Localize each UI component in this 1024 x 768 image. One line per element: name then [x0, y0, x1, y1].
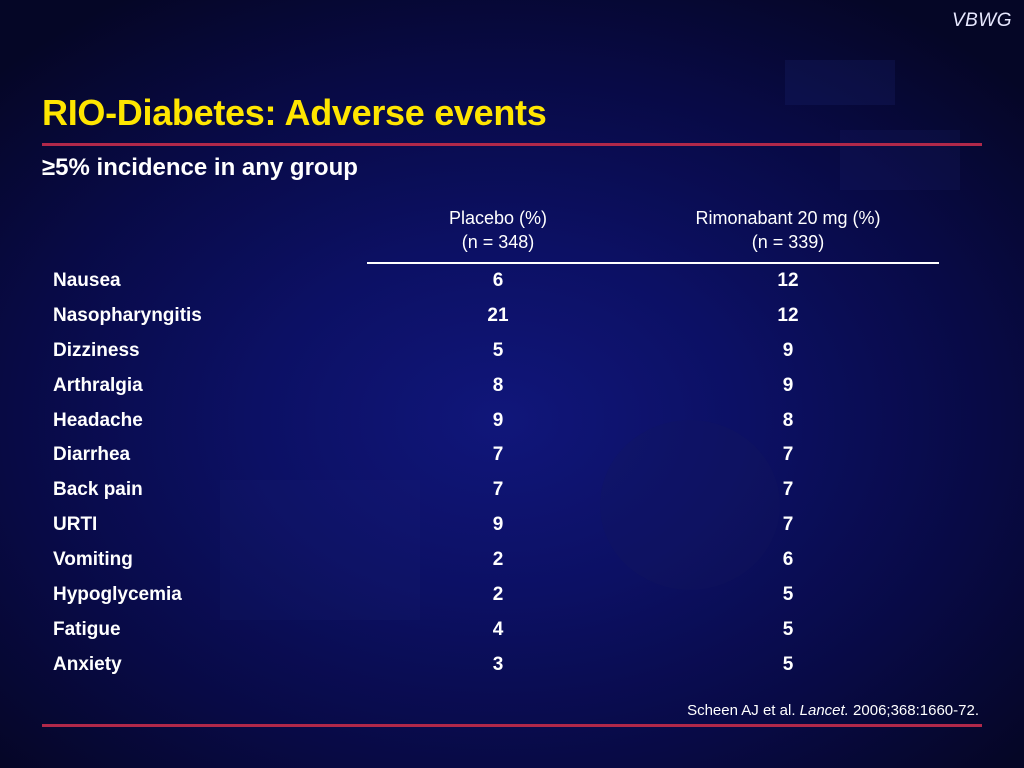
citation-details: 2006;368:1660-72.	[853, 702, 979, 719]
placebo-value-cell: 8	[492, 374, 504, 396]
rimonabant-value-cell: 9	[782, 374, 794, 396]
rimonabant-value-cell: 6	[782, 549, 794, 571]
footer-divider	[42, 724, 982, 727]
table-row: Vomiting 2 6	[42, 543, 942, 578]
event-name-cell: Hypoglycemia	[53, 584, 182, 606]
placebo-value-cell: 4	[492, 618, 504, 640]
event-name-cell: Nausea	[53, 270, 121, 291]
rimonabant-value-cell: 12	[777, 304, 799, 326]
placebo-value-cell: 5	[492, 339, 504, 361]
rimonabant-value-cell: 5	[782, 653, 794, 675]
table-row: Fatigue 4 5	[42, 613, 942, 648]
rimonabant-value-cell: 5	[782, 584, 794, 606]
citation: Scheen AJ et al. Lancet. 2006;368:1660-7…	[687, 702, 979, 719]
placebo-value-cell: 3	[492, 653, 504, 675]
event-name-cell: Fatigue	[53, 618, 121, 640]
placebo-value-cell: 6	[492, 270, 504, 291]
placebo-value-cell: 7	[492, 444, 504, 466]
placebo-value-cell: 2	[492, 549, 504, 571]
column-header-placebo: Placebo (%) (n = 348)	[398, 206, 598, 254]
background-shape	[840, 130, 960, 190]
background-shape	[220, 480, 420, 620]
brand-logo-text: VBWG	[951, 10, 1012, 31]
placebo-value-cell: 7	[492, 479, 504, 501]
adverse-events-table: Placebo (%) (n = 348) Rimonabant 20 mg (…	[42, 206, 942, 675]
table-row: Nasopharyngitis 21 12	[42, 299, 942, 334]
column-header-n: (n = 339)	[751, 232, 825, 252]
table-row: URTI 9 7	[42, 508, 942, 543]
table-header: Placebo (%) (n = 348) Rimonabant 20 mg (…	[42, 206, 942, 262]
background-shape	[785, 60, 895, 105]
event-name-cell: URTI	[53, 514, 98, 536]
table-row: Arthralgia 8 9	[42, 369, 942, 404]
placebo-value-cell: 2	[492, 584, 504, 606]
placebo-value-cell: 9	[492, 514, 504, 536]
rimonabant-value-cell: 7	[782, 444, 794, 466]
rimonabant-value-cell: 7	[782, 479, 794, 501]
column-header-rimonabant: Rimonabant 20 mg (%) (n = 339)	[638, 206, 938, 254]
event-name-cell: Dizziness	[53, 339, 140, 361]
event-name-cell: Anxiety	[53, 653, 122, 675]
citation-journal: Lancet.	[799, 702, 849, 719]
table-row: Back pain 7 7	[42, 473, 942, 508]
event-name-cell: Headache	[53, 409, 143, 431]
table-body: Nausea 6 12 Nasopharyngitis 21 12 Dizziness 5 9 A…	[42, 264, 942, 683]
table-row: Anxiety 3 5	[42, 648, 942, 683]
table-row: Diarrhea 7 7	[42, 438, 942, 473]
table-row: Hypoglycemia 2 5	[42, 578, 942, 613]
rimonabant-value-cell: 12	[777, 270, 799, 291]
rimonabant-value-cell: 7	[782, 514, 794, 536]
rimonabant-value-cell: 8	[782, 409, 794, 431]
event-name-cell: Vomiting	[53, 549, 133, 571]
rimonabant-value-cell: 9	[782, 339, 794, 361]
rimonabant-value-cell: 5	[782, 618, 794, 640]
table-row: Headache 9 8	[42, 404, 942, 439]
event-name-cell: Nasopharyngitis	[53, 304, 202, 326]
event-name-cell: Diarrhea	[53, 444, 131, 466]
header-divider	[367, 262, 939, 264]
column-header-n: (n = 348)	[461, 232, 535, 252]
slide-title: RIO-Diabetes: Adverse events	[42, 92, 547, 133]
event-name-cell: Back pain	[53, 479, 143, 501]
background-shape	[600, 420, 780, 590]
citation-authors: Scheen AJ et al.	[687, 702, 796, 719]
table-row: Nausea 6 12	[42, 264, 942, 299]
placebo-value-cell: 9	[492, 409, 504, 431]
placebo-value-cell: 21	[487, 304, 509, 326]
slide-subtitle: ≥5% incidence in any group	[42, 154, 358, 181]
table-row: Dizziness 5 9	[42, 334, 942, 369]
title-divider	[42, 143, 982, 146]
column-header-label: Rimonabant 20 mg (%)	[695, 208, 881, 228]
event-name-cell: Arthralgia	[53, 374, 143, 396]
column-header-label: Placebo (%)	[448, 208, 548, 228]
